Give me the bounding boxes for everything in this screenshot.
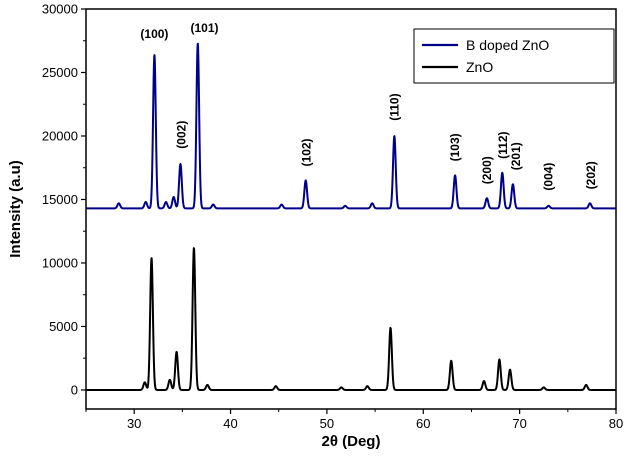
peak-label: (103): [448, 133, 462, 161]
legend-box: [413, 28, 615, 84]
plot-area: [86, 42, 616, 391]
x-tick-label: 70: [512, 416, 526, 431]
legend-label: B doped ZnO: [466, 37, 549, 53]
series-line-zno: [86, 247, 616, 391]
x-tick-label: 30: [127, 416, 141, 431]
y-tick-label: 10000: [42, 255, 78, 270]
y-tick-label: 20000: [42, 128, 78, 143]
peak-label: (110): [387, 93, 401, 120]
x-tick-label: 60: [416, 416, 430, 431]
x-tick-label: 80: [609, 416, 623, 431]
peak-label: (004): [542, 163, 556, 191]
y-tick-label: 0: [71, 382, 78, 397]
peak-label: (002): [174, 121, 188, 149]
legend: B doped ZnO ZnO: [413, 28, 615, 84]
plot-frame: [85, 8, 617, 410]
y-tick-label: 25000: [42, 65, 78, 80]
x-axis-title: 2θ (Deg): [322, 433, 381, 450]
x-tick-label: 40: [223, 416, 237, 431]
y-tick-label: 5000: [49, 319, 78, 334]
axes: 30 40 50 60 70 80 0 5000 10000 15000 20000 25000 300…: [42, 2, 623, 432]
peak-label: (100): [140, 27, 168, 41]
peak-label: (202): [584, 161, 598, 189]
y-tick-label: 15000: [42, 192, 78, 207]
peak-label: (101): [191, 21, 219, 35]
y-axis-title: Intensity (a.u): [7, 160, 24, 258]
legend-label: ZnO: [466, 59, 493, 75]
peak-label: (102): [300, 138, 314, 166]
y-tick-label: 30000: [42, 2, 78, 17]
peak-label: (201): [509, 142, 523, 170]
peak-labels: (100) (101) (002) (102) (110) (103) (200)(112)…: [140, 21, 598, 191]
peak-label: (200): [480, 156, 494, 184]
x-tick-label: 50: [320, 416, 334, 431]
series-line-b-doped-zno: [86, 42, 616, 210]
peak-label: (112): [496, 131, 510, 158]
